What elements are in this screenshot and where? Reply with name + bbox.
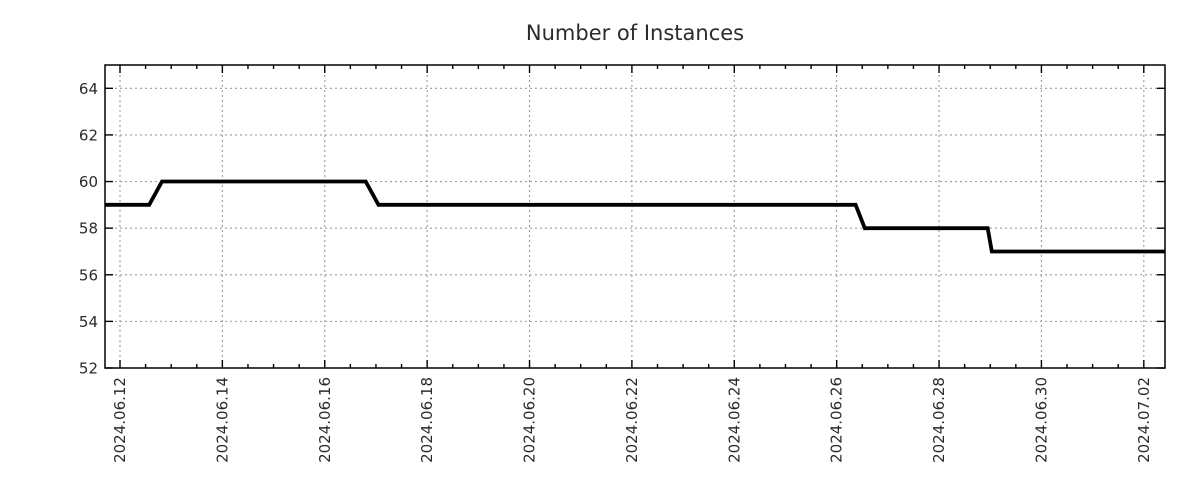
x-tick-label: 2024.06.20 <box>521 377 539 463</box>
y-tick-label: 58 <box>79 220 98 238</box>
y-tick-label: 62 <box>79 126 98 144</box>
y-tick-label: 56 <box>79 266 98 284</box>
x-tick-label: 2024.06.26 <box>828 377 846 463</box>
plot-layer: 52 54 56 58 60 62 64 2024.06.12 2024.06.14 2024.0… <box>79 64 1166 463</box>
x-tick-label: 2024.06.24 <box>725 377 743 463</box>
data-line-number-of-instances <box>105 179 1165 254</box>
chart-title: Number of Instances <box>526 21 744 45</box>
x-tick-label: 2024.06.22 <box>623 377 641 463</box>
x-tick-label: 2024.07.02 <box>1135 377 1153 463</box>
y-tick-label: 52 <box>79 360 98 378</box>
y-tick-label: 64 <box>79 80 98 98</box>
x-tick-label: 2024.06.14 <box>213 377 231 463</box>
x-tick-label: 2024.06.16 <box>316 377 334 463</box>
x-tick-label: 2024.06.30 <box>1032 377 1050 463</box>
x-tick-label: 2024.06.28 <box>930 377 948 463</box>
x-tick-label: 2024.06.18 <box>418 377 436 463</box>
y-tick-label: 60 <box>79 173 98 191</box>
plot-border <box>104 64 1166 369</box>
x-tick-label: 2024.06.12 <box>111 377 129 463</box>
y-tick-label: 54 <box>79 313 98 331</box>
